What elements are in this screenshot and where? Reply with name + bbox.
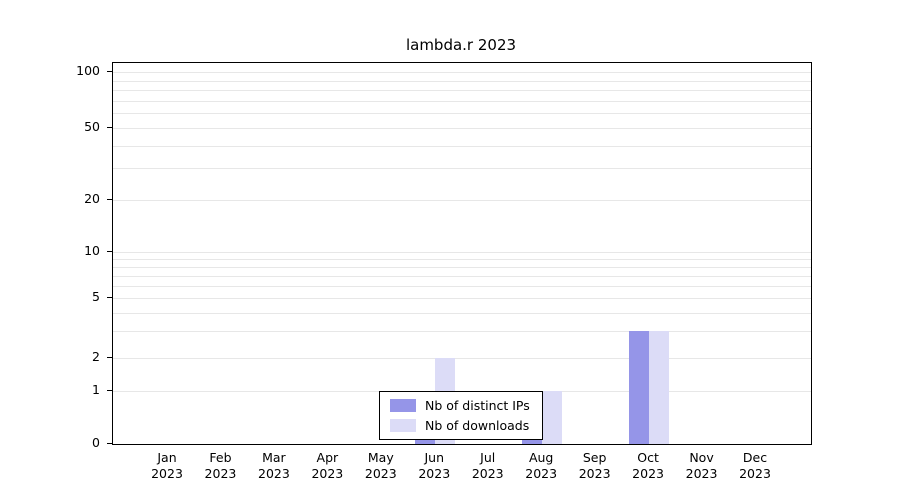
gridline [113, 331, 811, 333]
x-tick-label-aug: Aug 2023 [525, 450, 558, 481]
y-tick-label: 2 [92, 348, 100, 364]
x-tick-label-apr: Apr 2023 [311, 450, 344, 481]
gridline [113, 145, 811, 147]
x-tick-label-jul: Jul 2023 [471, 450, 504, 481]
x-tick-label-jun: Jun 2023 [418, 450, 451, 481]
legend: Nb of distinct IPs Nb of downloads [379, 391, 543, 440]
x-tick-label-jan: Jan 2023 [151, 450, 183, 481]
legend-item-downloads: Nb of downloads [390, 418, 530, 433]
x-tick-label-oct: Oct 2023 [632, 450, 664, 481]
y-tick-mark [107, 443, 112, 444]
y-tick-label: 10 [84, 242, 100, 258]
gridline [113, 168, 811, 170]
x-tick-label-nov: Nov 2023 [685, 450, 718, 481]
gridline [113, 72, 811, 74]
bar-oct-distinct-ips [629, 331, 650, 444]
chart-title: lambda.r 2023 [405, 36, 517, 54]
gridline [113, 285, 811, 287]
x-tick-label-may: May 2023 [364, 450, 397, 481]
gridline [113, 251, 811, 253]
gridline [113, 275, 811, 277]
gridline [113, 266, 811, 268]
legend-label-downloads: Nb of downloads [425, 418, 530, 433]
plot-area: Nb of distinct IPs Nb of downloads [112, 62, 812, 445]
y-tick-mark [107, 71, 112, 73]
legend-swatch-downloads [390, 419, 416, 432]
y-tick-mark [107, 199, 112, 201]
y-tick-mark [107, 390, 112, 392]
gridline [113, 298, 811, 300]
legend-item-distinct-ips: Nb of distinct IPs [390, 398, 530, 413]
gridline [113, 357, 811, 359]
y-tick-mark [107, 297, 112, 299]
y-tick-label: 5 [92, 289, 100, 305]
y-tick-mark [107, 250, 112, 252]
x-tick-label-sep: Sep 2023 [578, 450, 611, 481]
y-tick-label: 20 [84, 191, 100, 207]
y-tick-label: 0 [92, 435, 100, 450]
bar-aug-downloads [542, 391, 563, 444]
gridline [113, 312, 811, 314]
y-tick-label: 100 [76, 63, 100, 79]
x-tick-label-dec: Dec 2023 [739, 450, 771, 481]
y-tick-label: 1 [92, 382, 100, 398]
legend-label-distinct-ips: Nb of distinct IPs [425, 398, 530, 413]
y-tick-mark [107, 127, 112, 129]
gridline [113, 113, 811, 115]
gridline [113, 100, 811, 102]
gridline [113, 90, 811, 92]
bar-oct-downloads [649, 331, 670, 444]
gridline [113, 80, 811, 82]
y-tick-label: 50 [84, 119, 100, 135]
x-tick-label-feb: Feb 2023 [204, 450, 237, 481]
y-tick-mark [107, 356, 112, 358]
gridline [113, 128, 811, 130]
gridline [113, 258, 811, 260]
x-tick-label-mar: Mar 2023 [258, 450, 290, 481]
legend-swatch-distinct-ips [390, 399, 416, 412]
gridline [113, 200, 811, 202]
